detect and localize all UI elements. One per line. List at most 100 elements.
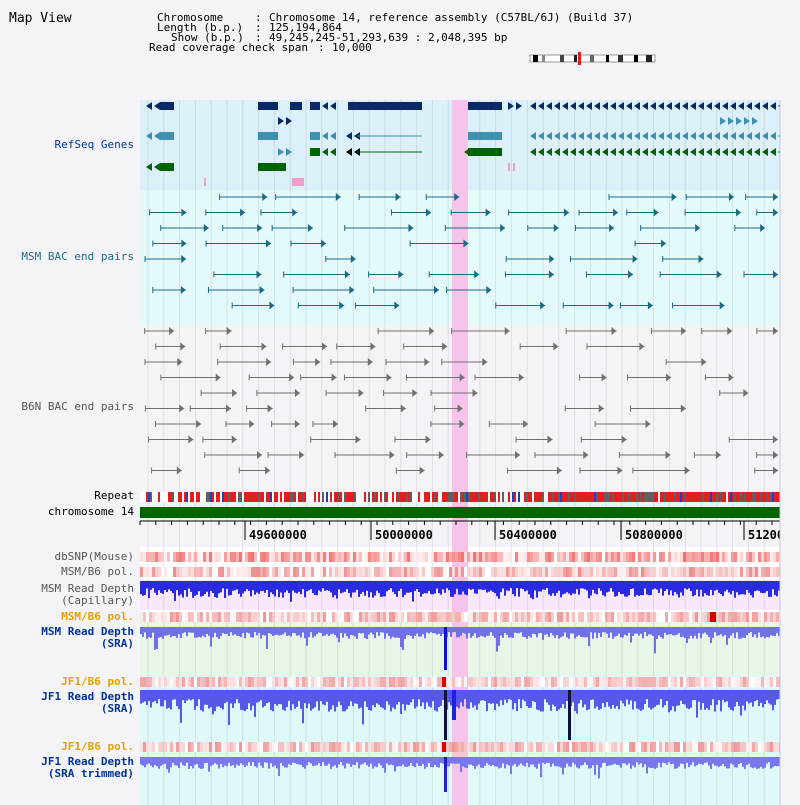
repeat-mark bbox=[490, 492, 492, 502]
heat-mark bbox=[230, 677, 233, 687]
repeat-mark bbox=[226, 492, 228, 502]
heat-mark bbox=[443, 567, 446, 577]
depth-bar bbox=[720, 627, 722, 635]
depth-bar bbox=[462, 690, 464, 707]
heat-mark bbox=[401, 567, 404, 577]
heat-mark bbox=[473, 742, 476, 752]
depth-bar bbox=[410, 581, 412, 593]
bac-pair-end bbox=[294, 420, 300, 428]
depth-bar bbox=[420, 627, 422, 637]
heat-mark bbox=[629, 742, 632, 752]
gene-arrow bbox=[642, 102, 648, 110]
heat-mark bbox=[590, 742, 593, 752]
depth-bar bbox=[356, 627, 358, 639]
heat-mark bbox=[353, 552, 356, 562]
repeat-mark bbox=[606, 492, 608, 502]
bac-pair-end bbox=[335, 193, 341, 201]
gene-arrow bbox=[666, 148, 672, 156]
heat-mark bbox=[173, 612, 176, 622]
heat-mark bbox=[524, 567, 527, 577]
depth-bar bbox=[410, 757, 412, 763]
depth-bar bbox=[666, 757, 668, 765]
heat-mark bbox=[692, 612, 695, 622]
depth-bar bbox=[492, 627, 494, 636]
depth-bar bbox=[646, 690, 648, 700]
track-label-refseq-genes[interactable]: RefSeq Genes bbox=[54, 138, 134, 151]
repeat-mark bbox=[322, 492, 324, 502]
heat-mark bbox=[452, 567, 455, 577]
track-label-b6n-bac-end-pairs[interactable]: B6N BAC end pairs bbox=[21, 400, 134, 413]
depth-bar bbox=[268, 627, 270, 634]
depth-bar bbox=[402, 581, 404, 598]
heat-mark bbox=[302, 612, 305, 622]
depth-bar bbox=[438, 581, 440, 594]
track-label-msm-bac-end-pairs[interactable]: MSM BAC end pairs bbox=[21, 250, 134, 263]
heat-mark bbox=[647, 677, 650, 687]
heat-mark bbox=[206, 552, 209, 562]
repeat-mark bbox=[436, 492, 438, 502]
depth-bar bbox=[686, 690, 688, 709]
depth-bar bbox=[596, 690, 598, 707]
heat-mark bbox=[392, 612, 395, 622]
depth-bar bbox=[284, 627, 286, 633]
bac-pair-end bbox=[518, 373, 524, 382]
depth-bar bbox=[636, 627, 638, 634]
heat-mark bbox=[290, 742, 293, 752]
depth-bar bbox=[550, 757, 552, 767]
heat-mark bbox=[452, 742, 455, 752]
depth-bar bbox=[186, 690, 188, 701]
repeat-mark bbox=[720, 492, 722, 502]
repeat-mark bbox=[472, 492, 474, 502]
repeat-mark bbox=[610, 492, 612, 502]
depth-bar bbox=[158, 581, 160, 591]
heat-mark bbox=[524, 742, 527, 752]
repeat-mark bbox=[752, 492, 754, 502]
depth-bar bbox=[574, 757, 576, 765]
depth-bar bbox=[316, 757, 318, 766]
depth-bar bbox=[444, 581, 446, 593]
heat-mark bbox=[398, 742, 401, 752]
repeat-mark bbox=[586, 492, 588, 502]
depth-bar bbox=[660, 690, 662, 700]
bac-pair-end bbox=[772, 435, 778, 444]
depth-bar bbox=[512, 581, 514, 595]
depth-bar bbox=[214, 627, 216, 633]
heat-mark bbox=[233, 552, 236, 562]
heat-mark bbox=[707, 567, 710, 577]
depth-bar bbox=[270, 690, 272, 711]
heat-mark bbox=[716, 552, 719, 562]
depth-bar bbox=[588, 690, 590, 710]
heat-mark bbox=[293, 742, 296, 752]
heat-mark bbox=[482, 567, 485, 577]
gene-arrow bbox=[554, 148, 560, 156]
depth-bar bbox=[504, 690, 506, 700]
bac-pair-end bbox=[728, 373, 734, 382]
depth-bar bbox=[448, 757, 450, 767]
heat-mark bbox=[458, 567, 461, 577]
repeat-mark bbox=[232, 492, 234, 502]
depth-bar bbox=[204, 627, 206, 638]
info-chromosome-value: Chromosome 14, reference assembly (C57BL… bbox=[269, 11, 634, 24]
heat-mark bbox=[425, 552, 428, 562]
depth-bar bbox=[662, 581, 664, 596]
heat-mark bbox=[641, 567, 644, 577]
depth-bar bbox=[256, 581, 258, 593]
depth-bar bbox=[662, 627, 664, 639]
depth-bar bbox=[470, 757, 472, 765]
gene-arrow bbox=[714, 132, 720, 140]
heat-mark bbox=[191, 742, 194, 752]
heat-mark bbox=[707, 612, 710, 622]
depth-bar bbox=[272, 581, 274, 595]
depth-bar bbox=[322, 757, 324, 763]
heat-mark bbox=[539, 567, 542, 577]
depth-bar bbox=[172, 627, 174, 637]
depth-bar bbox=[548, 581, 550, 595]
depth-bar bbox=[426, 581, 428, 594]
heat-mark bbox=[545, 612, 548, 622]
jf1-b6-pol-track bbox=[140, 677, 782, 687]
heat-mark bbox=[542, 567, 545, 577]
bac-pair-end bbox=[349, 286, 355, 294]
heat-mark bbox=[239, 552, 242, 562]
depth-bar bbox=[256, 627, 258, 636]
